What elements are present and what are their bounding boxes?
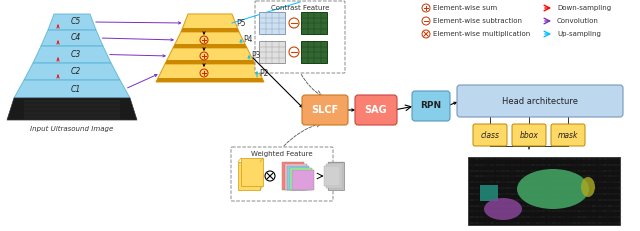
Bar — [328, 162, 344, 190]
FancyBboxPatch shape — [551, 124, 585, 146]
Text: SLCF: SLCF — [312, 105, 339, 115]
Bar — [323, 166, 339, 186]
Text: Contrast Feature: Contrast Feature — [271, 4, 329, 10]
Polygon shape — [33, 46, 111, 63]
Bar — [326, 164, 342, 188]
Bar — [259, 41, 285, 63]
Text: Weighted Feature: Weighted Feature — [251, 151, 313, 157]
Text: SAG: SAG — [365, 105, 387, 115]
Text: C2: C2 — [71, 67, 81, 76]
Text: Down-sampling: Down-sampling — [557, 5, 611, 11]
Polygon shape — [14, 80, 130, 98]
FancyBboxPatch shape — [255, 1, 345, 73]
Text: P2: P2 — [259, 69, 268, 77]
FancyBboxPatch shape — [512, 124, 546, 146]
Polygon shape — [173, 32, 247, 48]
Bar — [289, 168, 312, 190]
Text: bbox: bbox — [520, 131, 538, 140]
Bar — [287, 166, 309, 190]
Text: Element-wise subtraction: Element-wise subtraction — [433, 18, 522, 24]
Text: C1: C1 — [71, 85, 81, 94]
Bar — [238, 162, 260, 190]
Polygon shape — [173, 44, 247, 48]
Text: C4: C4 — [71, 33, 81, 43]
Polygon shape — [165, 48, 255, 64]
Polygon shape — [156, 78, 264, 82]
FancyBboxPatch shape — [412, 91, 450, 121]
Bar — [301, 12, 327, 34]
Bar — [301, 41, 327, 63]
Text: Input Ultrasound Image: Input Ultrasound Image — [30, 126, 114, 132]
Polygon shape — [24, 63, 120, 80]
Bar — [285, 164, 307, 190]
Text: C5: C5 — [71, 18, 81, 27]
Polygon shape — [181, 14, 239, 32]
Polygon shape — [41, 30, 103, 46]
FancyBboxPatch shape — [457, 85, 623, 117]
Bar — [292, 170, 314, 190]
Polygon shape — [48, 14, 96, 30]
Text: mask: mask — [558, 131, 578, 140]
Ellipse shape — [484, 198, 522, 220]
Bar — [241, 158, 263, 186]
Text: P5: P5 — [236, 18, 246, 27]
Polygon shape — [7, 98, 137, 120]
Text: Element-wise sum: Element-wise sum — [433, 5, 497, 11]
Text: Convolution: Convolution — [557, 18, 599, 24]
Ellipse shape — [581, 177, 595, 197]
FancyBboxPatch shape — [473, 124, 507, 146]
Ellipse shape — [517, 169, 589, 209]
FancyBboxPatch shape — [231, 147, 333, 201]
Bar — [328, 162, 344, 190]
Polygon shape — [181, 28, 239, 32]
FancyBboxPatch shape — [302, 95, 348, 125]
Text: P4: P4 — [243, 36, 253, 45]
Polygon shape — [165, 60, 255, 64]
Text: Up-sampling: Up-sampling — [557, 31, 601, 37]
Bar — [480, 185, 498, 201]
Text: class: class — [481, 131, 499, 140]
Bar — [259, 12, 285, 34]
Bar — [282, 162, 304, 190]
Text: RPN: RPN — [420, 101, 442, 110]
Bar — [468, 157, 620, 225]
Polygon shape — [156, 64, 264, 82]
Text: C3: C3 — [71, 50, 81, 59]
Text: Head architecture: Head architecture — [502, 97, 578, 106]
FancyBboxPatch shape — [355, 95, 397, 125]
Text: P3: P3 — [251, 52, 260, 61]
Text: Element-wise multiplication: Element-wise multiplication — [433, 31, 531, 37]
